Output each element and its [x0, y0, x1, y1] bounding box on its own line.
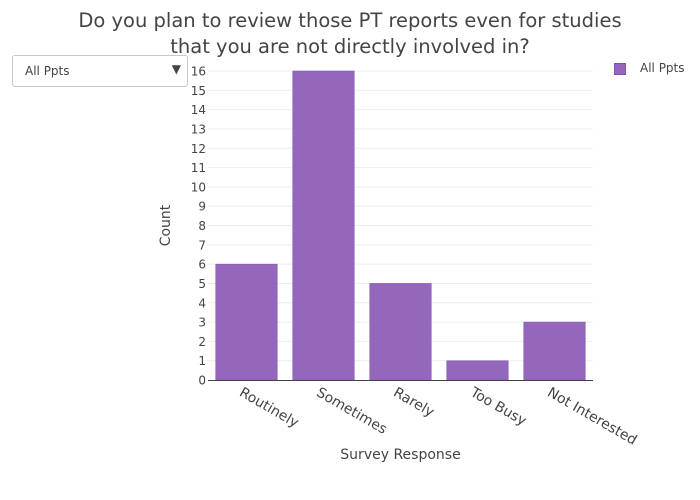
bar: [523, 321, 586, 381]
x-tick-label: Not Interested: [545, 385, 640, 449]
y-tick-label: 5: [198, 277, 206, 291]
y-tick-label: 10: [191, 180, 206, 194]
chevron-down-icon: ▼: [171, 62, 181, 76]
x-axis-title: Survey Response: [340, 447, 460, 463]
y-tick-label: 13: [191, 122, 206, 136]
chart-title-line-1: Do you plan to review those PT reports e…: [78, 9, 622, 32]
y-tick-label: 2: [198, 335, 206, 349]
x-tick-label: Too Busy: [467, 384, 529, 429]
chart-title: Do you plan to review those PT reports e…: [40, 8, 660, 60]
y-tick-label: 4: [198, 296, 206, 310]
legend-label: All Ppts: [640, 61, 685, 75]
y-tick-label: 9: [198, 200, 206, 214]
y-tick-label: 15: [191, 84, 206, 98]
y-tick-label: 16: [191, 65, 206, 79]
y-tick-label: 0: [198, 374, 206, 388]
y-tick-label: 12: [191, 142, 206, 156]
y-tick-label: 6: [198, 258, 206, 272]
x-tick-label: Rarely: [391, 385, 437, 421]
dropdown-selected-value: All Ppts: [25, 64, 70, 78]
bar: [369, 283, 432, 381]
y-axis-title: Count: [158, 204, 174, 246]
bar: [215, 263, 278, 381]
bar: [292, 70, 355, 381]
y-tick-label: 11: [191, 161, 206, 175]
x-tick-label: Routinely: [237, 385, 302, 432]
y-tick-label: 7: [198, 238, 206, 252]
chart-title-line-2: that you are not directly involved in?: [170, 35, 530, 58]
participant-filter-dropdown[interactable]: All Ppts ▼: [12, 55, 188, 87]
y-tick-label: 1: [198, 354, 206, 368]
y-tick-label: 8: [198, 219, 206, 233]
x-tick-label: Sometimes: [314, 385, 390, 438]
legend-swatch: [614, 63, 626, 75]
bar: [446, 360, 509, 381]
y-tick-label: 3: [198, 316, 206, 330]
y-tick-label: 14: [191, 103, 206, 117]
